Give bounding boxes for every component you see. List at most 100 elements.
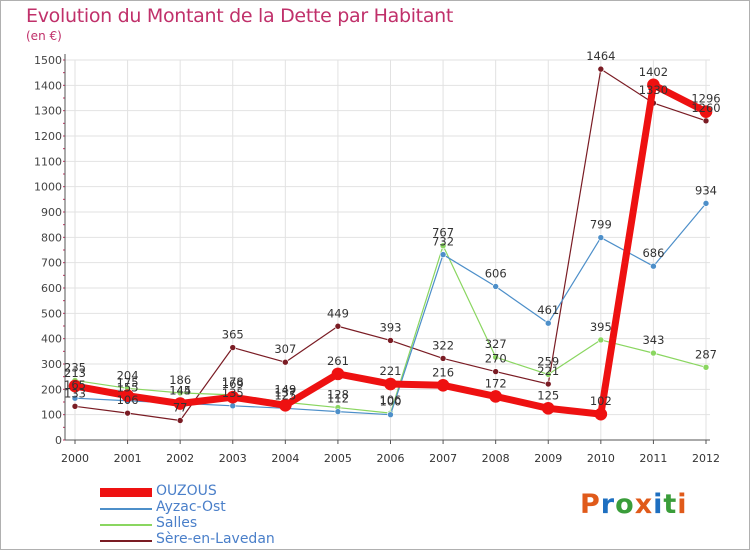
data-point-ouzous (489, 390, 502, 403)
x-tick-label: 2009 (534, 452, 562, 465)
data-label-s-re-en-lavedan: 1260 (691, 101, 720, 115)
legend-label-ouzous: OUZOUS (156, 483, 217, 499)
data-label-salles: 259 (537, 354, 559, 368)
data-label-ayzac-ost: 799 (590, 218, 612, 232)
data-label-salles: 767 (432, 226, 454, 240)
data-point-ayzac-ost (387, 411, 394, 418)
data-point-salles (176, 389, 184, 397)
data-label-ouzous: 172 (485, 376, 507, 390)
data-point-s-re-en-lavedan (702, 117, 710, 125)
y-tick-label: 1100 (34, 155, 62, 168)
unit-label: (en €) (26, 29, 62, 43)
y-tick-label: 1200 (34, 130, 62, 143)
data-label-salles: 178 (222, 375, 244, 389)
x-tick-label: 2005 (324, 452, 352, 465)
data-point-s-re-en-lavedan (544, 380, 552, 388)
data-point-salles (439, 242, 447, 249)
data-label-s-re-en-lavedan: 106 (117, 393, 139, 407)
data-label-s-re-en-lavedan: 221 (537, 364, 559, 378)
data-point-salles (702, 363, 710, 371)
data-label-ouzous: 216 (432, 365, 454, 379)
axes: 0 100 200 300 400 500 600 700 800 900 1000 1100 1200… (34, 54, 720, 465)
logo-letter: o (615, 489, 635, 520)
data-label-ouzous: 169 (222, 377, 244, 391)
data-label-ayzac-ost: 145 (169, 383, 191, 397)
x-tick-label: 2012 (692, 452, 720, 465)
data-label-ayzac-ost: 155 (117, 381, 139, 395)
y-tick-label: 100 (41, 409, 62, 422)
data-label-ouzous: 261 (327, 354, 349, 368)
y-tick-label: 400 (41, 333, 62, 346)
data-point-ayzac-ost (71, 394, 79, 402)
data-label-ouzous: 137 (274, 385, 296, 399)
data-label-ouzous: 144 (169, 384, 191, 398)
proxiti-logo: Proxiti (580, 489, 688, 520)
data-label-salles: 287 (695, 347, 717, 361)
logo-letter: i (653, 489, 664, 520)
x-tick-label: 2006 (377, 452, 405, 465)
chart-title: Evolution du Montant de la Dette par Hab… (26, 5, 454, 27)
logo-letter: x (634, 489, 654, 520)
data-point-ouzous (173, 397, 187, 410)
data-point-s-re-en-lavedan (439, 355, 447, 362)
y-tick-label: 900 (41, 206, 62, 219)
legend-swatch-salles (100, 524, 152, 526)
data-point-salles (544, 371, 552, 378)
data-label-s-re-en-lavedan: 270 (485, 352, 507, 366)
y-tick-label: 800 (41, 231, 62, 244)
data-label-s-re-en-lavedan: 393 (380, 320, 402, 334)
data-label-salles: 149 (274, 382, 296, 396)
logo-letter: i (677, 489, 688, 520)
data-label-ayzac-ost: 112 (327, 392, 349, 406)
data-point-ayzac-ost (229, 402, 237, 410)
legend-label-sere-en-lavedan: Sère-en-Lavedan (156, 531, 275, 547)
data-point-ayzac-ost (544, 319, 552, 327)
data-label-ouzous: 125 (537, 388, 559, 402)
data-label-salles: 327 (485, 337, 507, 351)
data-point-salles (597, 336, 605, 344)
data-label-salles: 395 (590, 320, 612, 334)
x-tick-label: 2000 (61, 452, 89, 465)
data-point-ouzous (647, 78, 660, 92)
data-label-ayzac-ost: 686 (642, 246, 664, 260)
data-label-s-re-en-lavedan: 365 (222, 328, 244, 342)
y-tick-label: 0 (55, 434, 62, 447)
data-point-ayzac-ost (597, 234, 605, 241)
x-tick-label: 2010 (587, 452, 615, 465)
data-point-s-re-en-lavedan (124, 409, 131, 417)
data-label-ayzac-ost: 461 (537, 303, 559, 317)
data-label-ayzac-ost: 606 (485, 266, 507, 280)
legend-label-ayzac-ost: Ayzac-Ost (156, 499, 226, 515)
data-point-ouzous (699, 105, 713, 118)
legend-swatch-ouzous (100, 488, 152, 497)
x-tick-label: 2008 (482, 452, 510, 465)
data-point-ayzac-ost (439, 251, 447, 258)
logo-letter: r (600, 489, 616, 520)
x-tick-label: 2004 (271, 452, 299, 465)
data-point-ouzous (279, 398, 292, 412)
data-point-ayzac-ost (702, 200, 710, 207)
data-label-s-re-en-lavedan: 449 (327, 306, 349, 320)
data-point-ouzous (68, 379, 82, 393)
data-label-ouzous: 102 (590, 394, 612, 408)
data-label-s-re-en-lavedan: 322 (432, 338, 454, 352)
data-label-salles: 186 (169, 373, 191, 387)
data-point-ouzous (331, 367, 345, 381)
data-point-ouzous (121, 389, 134, 402)
data-point-ouzous (594, 407, 608, 421)
data-point-s-re-en-lavedan (334, 322, 342, 330)
data-label-salles: 128 (327, 388, 349, 402)
logo-letter: t (663, 489, 678, 520)
y-tick-label: 500 (41, 307, 62, 320)
y-tick-label: 700 (41, 257, 62, 270)
legend-swatch-ayzac-ost (100, 508, 152, 510)
data-label-salles: 106 (380, 393, 402, 407)
data-label-ayzac-ost: 125 (274, 388, 296, 402)
data-point-ouzous (436, 378, 450, 392)
x-tick-label: 2003 (219, 452, 247, 465)
data-label-s-re-en-lavedan: 1330 (639, 83, 668, 97)
y-tick-label: 600 (41, 282, 62, 295)
data-labels: 213 175 144 169 137 261 221 216 172 125 102 1402 129… (64, 49, 721, 414)
data-label-ayzac-ost: 135 (222, 386, 244, 400)
data-point-ouzous (384, 377, 397, 391)
